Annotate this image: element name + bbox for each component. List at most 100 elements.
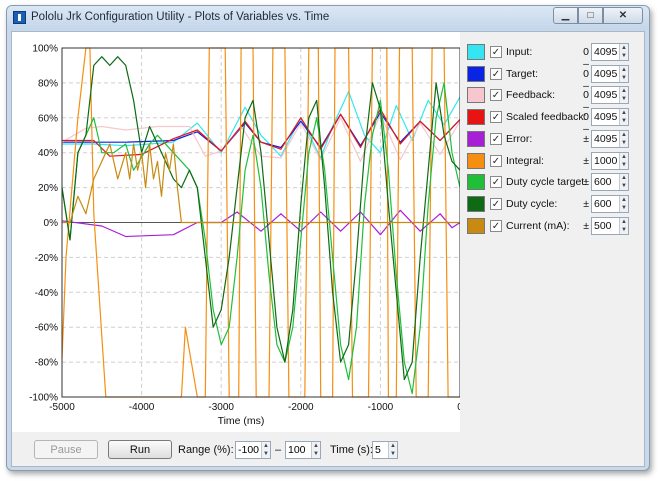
series-label: Scaled feedback: — [506, 111, 587, 124]
range-min-value: -100 — [238, 444, 260, 456]
range-symbol: ± — [583, 197, 589, 210]
series-checkbox[interactable]: ✓ — [490, 67, 502, 80]
series-label: Error: — [506, 132, 533, 145]
series-line — [61, 209, 460, 238]
series-range-value: 4095 — [594, 67, 618, 80]
time-spin-icon[interactable]: ▲ ▼ — [388, 442, 397, 458]
series-label: Duty cycle target: — [506, 176, 588, 189]
legend-row: ✓ Target: 0 –4095 ▲ ▼ — [467, 64, 642, 92]
series-range-input[interactable]: 600 ▲ ▼ — [591, 173, 629, 192]
spin-arrows-icon[interactable]: ▲ ▼ — [619, 195, 628, 212]
series-line — [61, 113, 460, 162]
series-line — [62, 143, 460, 224]
main-window: Pololu Jrk Configuration Utility - Plots… — [6, 5, 650, 471]
series-line — [62, 90, 460, 159]
series-color-swatch[interactable] — [467, 65, 485, 82]
series-checkbox[interactable]: ✓ — [490, 219, 502, 232]
y-tick-label: -40% — [35, 288, 58, 299]
spin-arrows-icon[interactable]: ▲ ▼ — [619, 65, 628, 82]
series-range-value: 600 — [594, 197, 612, 210]
minimize-icon: ▁ — [561, 10, 570, 21]
y-tick-label: 80% — [38, 78, 58, 89]
time-value: 5 — [375, 444, 381, 456]
x-tick-label: -5000 — [49, 402, 75, 413]
series-label: Feedback: — [506, 89, 556, 102]
series-label: Input: — [506, 46, 533, 58]
client-area: -100% -80% -60% -40% -20% 0% 20% 40% 60% 80% 100% -… — [11, 31, 645, 467]
legend-row: ✓ Scaled feedback: 0 –4095 ▲ ▼ — [467, 107, 642, 135]
series-checkbox[interactable]: ✓ — [490, 46, 502, 58]
series-range-input[interactable]: 4095 ▲ ▼ — [591, 64, 629, 83]
spin-arrows-icon[interactable]: ▲ ▼ — [619, 87, 628, 104]
series-range-input[interactable]: 4095 ▲ ▼ — [591, 43, 629, 61]
series-checkbox[interactable]: ✓ — [490, 197, 502, 210]
range-symbol: ± — [583, 176, 589, 189]
series-color-swatch[interactable] — [467, 109, 485, 126]
window-title: Pololu Jrk Configuration Utility - Plots… — [31, 11, 330, 23]
legend-row: ✓ Feedback: 0 –4095 ▲ ▼ — [467, 85, 642, 113]
series-range-input[interactable]: 4095 ▲ ▼ — [591, 86, 629, 105]
series-checkbox[interactable]: ✓ — [490, 132, 502, 145]
spin-arrows-icon[interactable]: ▲ ▼ — [619, 174, 628, 191]
time-input[interactable]: 5 ▲ ▼ — [372, 441, 398, 459]
spin-arrows-icon[interactable]: ▲ ▼ — [619, 44, 628, 60]
y-tick-label: -100% — [29, 393, 58, 404]
series-range-value: 4095 — [594, 46, 618, 58]
range-min-spin-icon[interactable]: ▲ ▼ — [261, 442, 270, 458]
x-tick-label: -2000 — [288, 402, 314, 413]
legend-row: ✓ Error: ±4095 ▲ ▼ — [467, 129, 642, 149]
y-tick-label: 40% — [38, 148, 58, 159]
series-line — [61, 82, 460, 395]
x-tick-label: -3000 — [208, 402, 234, 413]
series-range-input[interactable]: 1000 ▲ ▼ — [591, 151, 629, 170]
series-label: Integral: — [506, 154, 544, 167]
spin-arrows-icon[interactable]: ▲ ▼ — [619, 109, 628, 126]
series-color-swatch[interactable] — [467, 174, 485, 191]
series-label: Current (mA): — [506, 219, 570, 232]
y-tick-label: 60% — [38, 113, 58, 124]
spin-arrows-icon[interactable]: ▲ ▼ — [619, 152, 628, 169]
range-symbol: ± — [583, 132, 589, 145]
legend-row: ✓ Integral: ±1000 ▲ ▼ — [467, 151, 642, 171]
spin-arrows-icon[interactable]: ▲ ▼ — [619, 130, 628, 147]
range-min-input[interactable]: -100 ▲ ▼ — [235, 441, 271, 459]
plot-frame — [61, 47, 460, 398]
range-max-input[interactable]: 100 ▲ ▼ — [285, 441, 321, 459]
range-symbol: 0 – — [583, 67, 589, 92]
series-range-value: 4095 — [594, 89, 618, 102]
series-range-input[interactable]: 500 ▲ ▼ — [591, 216, 629, 235]
series-checkbox[interactable]: ✓ — [490, 154, 502, 167]
range-max-spin-icon[interactable]: ▲ ▼ — [311, 442, 320, 458]
series-color-swatch[interactable] — [467, 195, 485, 212]
series-range-input[interactable]: 4095 ▲ ▼ — [591, 129, 629, 148]
maximize-button[interactable]: □ — [578, 7, 603, 24]
series-checkbox[interactable]: ✓ — [490, 89, 502, 102]
y-tick-label: -60% — [35, 323, 58, 334]
spin-arrows-icon[interactable]: ▲ ▼ — [619, 217, 628, 234]
bottom-controls: Pause Run Range (%): -100 ▲ ▼ – 100 ▲ ▼ Ti… — [12, 438, 646, 466]
legend-row: ✓ Duty cycle: ±600 ▲ ▼ — [467, 194, 642, 214]
legend-row: ✓ Duty cycle target: ±600 ▲ ▼ — [467, 172, 642, 192]
y-tick-label: 20% — [38, 183, 58, 194]
title-bar[interactable]: Pololu Jrk Configuration Utility - Plots… — [7, 6, 649, 30]
series-range-value: 500 — [594, 219, 612, 232]
run-button[interactable]: Run — [108, 440, 172, 459]
series-color-swatch[interactable] — [467, 152, 485, 169]
series-color-swatch[interactable] — [467, 130, 485, 147]
series-checkbox[interactable]: ✓ — [490, 176, 502, 189]
pololu-app-icon — [13, 11, 26, 24]
series-color-swatch[interactable] — [467, 217, 485, 234]
series-range-input[interactable]: 4095 ▲ ▼ — [591, 108, 629, 127]
close-button[interactable]: ✕ — [603, 7, 643, 24]
minimize-button[interactable]: ▁ — [553, 7, 578, 24]
series-checkbox[interactable]: ✓ — [490, 111, 502, 124]
series-range-input[interactable]: 600 ▲ ▼ — [591, 194, 629, 213]
range-symbol: 0 – — [583, 89, 589, 114]
range-symbol: ± — [583, 154, 589, 167]
series-color-swatch[interactable] — [467, 44, 485, 60]
legend-row: ✓ Current (mA): ±500 ▲ ▼ — [467, 216, 642, 236]
series-label: Target: — [506, 67, 539, 80]
y-tick-label: -20% — [35, 253, 58, 264]
pause-button[interactable]: Pause — [34, 440, 98, 459]
series-color-swatch[interactable] — [467, 87, 485, 104]
